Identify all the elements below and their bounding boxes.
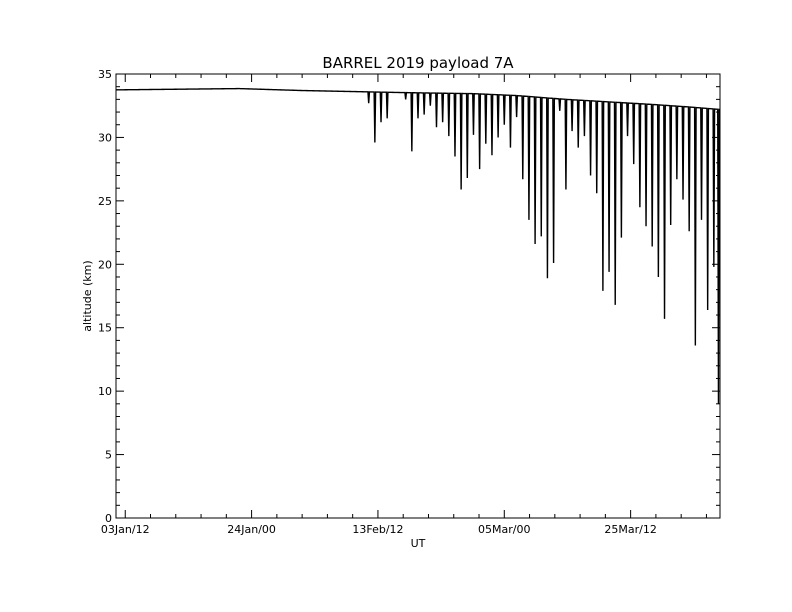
- x-axis-label: UT: [411, 537, 426, 550]
- y-tick-label: 0: [105, 512, 112, 525]
- x-tick-label: 13Feb/12: [352, 523, 403, 536]
- y-tick-label: 20: [98, 258, 112, 271]
- y-tick-label: 5: [105, 449, 112, 462]
- y-axis-label: altitude (km): [81, 260, 94, 331]
- altitude-series-line: [115, 87, 720, 404]
- x-tick-label: 25Mar/12: [604, 523, 656, 536]
- y-tick-label: 30: [98, 131, 112, 144]
- chart-title: BARREL 2019 payload 7A: [322, 54, 514, 72]
- x-tick-label: 03Jan/12: [101, 523, 150, 536]
- plot-frame: [115, 73, 721, 519]
- x-tick-label: 05Mar/00: [478, 523, 530, 536]
- y-tick-label: 35: [98, 68, 112, 81]
- axes: 0 5 10 15 20 25 30 35 03Jan/12 24Jan/00 13Feb/12 05…: [98, 68, 721, 536]
- series-group: [115, 87, 720, 404]
- y-tick-label: 15: [98, 322, 112, 335]
- x-tick-label: 24Jan/00: [227, 523, 276, 536]
- y-tick-label: 25: [98, 195, 112, 208]
- y-tick-label: 10: [98, 385, 112, 398]
